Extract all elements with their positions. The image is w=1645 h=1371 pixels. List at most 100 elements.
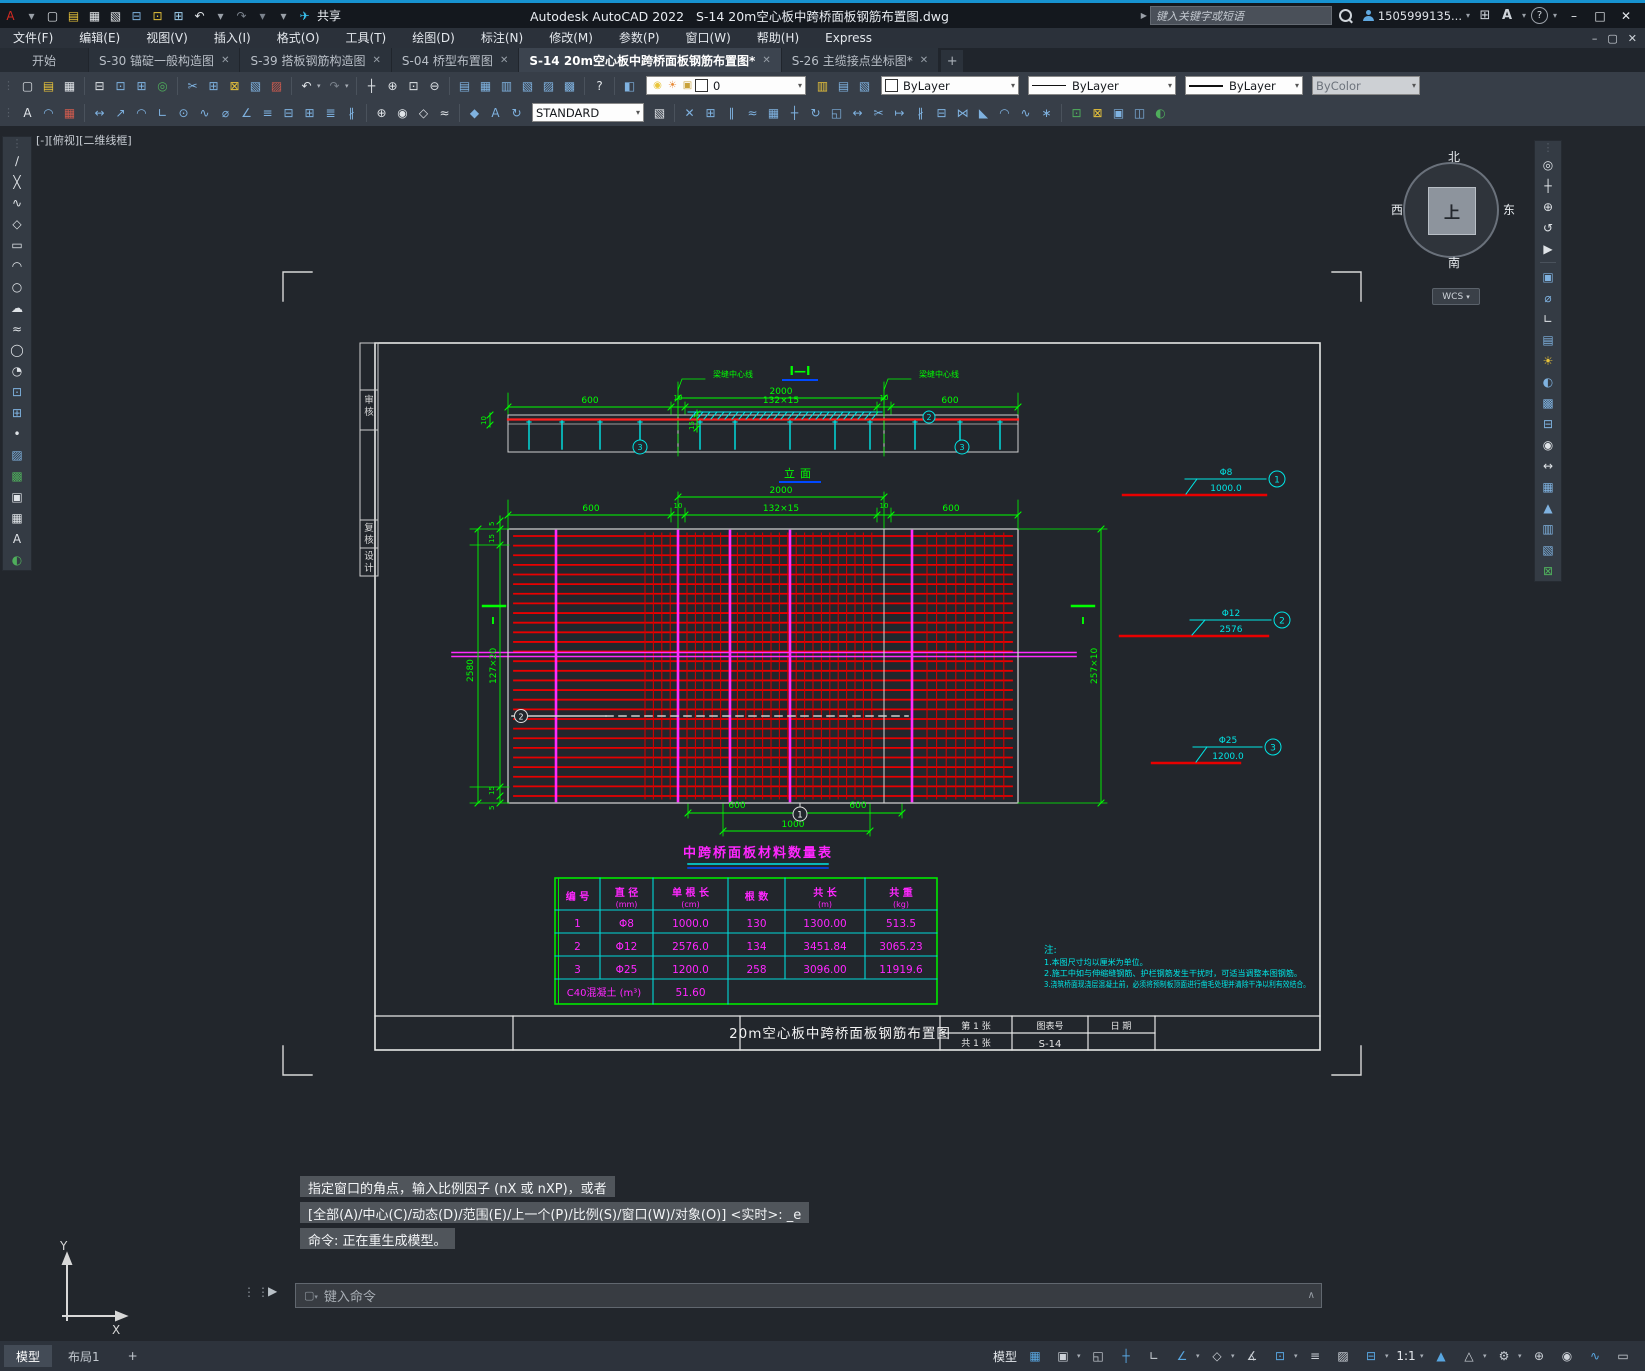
share-plane-icon[interactable]: ✈ xyxy=(299,8,310,23)
transparency-icon[interactable]: ▨ xyxy=(1337,1349,1349,1363)
create-block-icon[interactable]: ⊞ xyxy=(11,405,23,420)
markup-icon[interactable]: ▨ xyxy=(542,78,555,93)
share-label[interactable]: 共享 xyxy=(317,9,342,23)
annotation-monitor-icon[interactable]: ⊕ xyxy=(1533,1349,1545,1363)
annotation-visibility-icon[interactable]: ▲ xyxy=(1436,1349,1446,1363)
dim-style-caret-icon[interactable]: ▾ xyxy=(635,108,640,117)
pan-icon[interactable]: ┼ xyxy=(1544,178,1552,193)
command-customize-icon[interactable]: ▶ xyxy=(268,1284,278,1298)
break-point-icon[interactable]: ∦ xyxy=(917,105,924,120)
measure-icon[interactable]: ⌀ xyxy=(1544,290,1552,305)
move-icon[interactable]: ┼ xyxy=(790,105,799,120)
arc-icon[interactable]: ◠ xyxy=(11,258,23,273)
clean-screen-icon[interactable]: ▭ xyxy=(1617,1349,1629,1363)
autoscale-icon[interactable]: △ xyxy=(1464,1349,1474,1363)
polar-tracking-icon[interactable]: ∠ xyxy=(1176,1349,1188,1363)
plot-icon[interactable]: ⊟ xyxy=(94,78,105,93)
dim-diameter-icon[interactable]: ⌀ xyxy=(221,105,230,120)
menu-1[interactable]: 文件(F) xyxy=(13,31,54,45)
lineweight-icon[interactable]: ≡ xyxy=(1309,1349,1321,1363)
properties-icon[interactable]: ▤ xyxy=(458,78,471,93)
dim-style-combo[interactable]: STANDARD ▾ xyxy=(532,103,644,122)
isolate-objects-icon[interactable]: ◉ xyxy=(1561,1349,1573,1363)
pan-icon[interactable]: ┼ xyxy=(367,78,376,93)
wcs-selector[interactable]: WCS ▾ xyxy=(1432,288,1480,305)
save-icon[interactable]: ▦ xyxy=(63,78,76,93)
camera-icon[interactable]: ◉ xyxy=(1542,437,1554,452)
dim-style-icon[interactable]: ◠ xyxy=(43,105,54,120)
scale-icon[interactable]: ◱ xyxy=(830,105,843,120)
viewport-controls[interactable]: [-][俯视][二维线框] xyxy=(36,134,132,147)
doc-tab[interactable]: S-26 主缆接点坐标图* ✕ xyxy=(781,48,939,72)
text-style-icon[interactable]: A xyxy=(23,105,32,120)
layer-isolate-icon[interactable]: ▧ xyxy=(858,78,871,93)
ungroup-icon[interactable]: ⊠ xyxy=(1092,105,1103,120)
menu-8[interactable]: 标注(N) xyxy=(480,31,524,45)
menu-4[interactable]: 插入(I) xyxy=(213,31,251,45)
multiline-text-icon[interactable]: A xyxy=(12,531,22,546)
lineweight-control-combo[interactable]: ByLayer ▾ xyxy=(1185,76,1303,95)
viewcube-west[interactable]: 西 xyxy=(1391,203,1404,217)
maximize-button[interactable]: □ xyxy=(1594,8,1606,23)
layer-walk-icon[interactable]: ▥ xyxy=(1542,521,1554,536)
stretch-icon[interactable]: ↔ xyxy=(852,105,863,120)
viewcube-east[interactable]: 东 xyxy=(1503,203,1516,217)
selection-icon[interactable]: ◫ xyxy=(1133,105,1146,120)
expand-search-icon[interactable]: ▶ xyxy=(1140,11,1147,20)
selection-cycling-icon-caret[interactable]: ▾ xyxy=(1385,1352,1389,1360)
ortho-icon[interactable]: ∟ xyxy=(1148,1349,1160,1363)
new-tab-button[interactable]: + xyxy=(941,50,964,72)
command-grip-icon[interactable]: ⋮⋮ xyxy=(243,1285,271,1299)
section-plane-icon[interactable]: ⊟ xyxy=(1542,416,1554,431)
viewcube[interactable]: 北 西 东 南 上 xyxy=(1391,148,1516,273)
quick-dim-icon[interactable]: ≡ xyxy=(262,105,273,120)
tab-close-icon[interactable]: ✕ xyxy=(499,54,509,66)
dim-ordinate-icon[interactable]: ∟ xyxy=(157,105,168,120)
break-icon[interactable]: ⊟ xyxy=(936,105,947,120)
inspection-icon[interactable]: ◇ xyxy=(418,105,429,120)
fillet-icon[interactable]: ◠ xyxy=(999,105,1010,120)
publish-icon[interactable]: ⊞ xyxy=(136,78,147,93)
annotation-scale-button-caret[interactable]: ▾ xyxy=(1420,1352,1424,1360)
blend-icon[interactable]: ∿ xyxy=(1020,105,1031,120)
point-cloud-icon[interactable]: ◐ xyxy=(11,552,23,567)
logo-caret-icon[interactable]: ▾ xyxy=(28,8,35,23)
preview-icon[interactable]: ⊡ xyxy=(115,78,126,93)
selection-cycling-icon[interactable]: ⊟ xyxy=(1365,1349,1377,1363)
dim-linear-icon[interactable]: ↔ xyxy=(94,105,105,120)
sync-icon[interactable]: ⊡ xyxy=(152,8,163,23)
layer-freeze-icon[interactable]: ☀ xyxy=(668,80,677,91)
close-button[interactable]: ✕ xyxy=(1620,8,1632,23)
zoom-previous-icon[interactable]: ⊖ xyxy=(429,78,440,93)
menu-7[interactable]: 绘图(D) xyxy=(412,31,455,45)
help-icon[interactable]: ? xyxy=(1531,7,1548,24)
undo-icon[interactable]: ↶ xyxy=(194,8,205,23)
doc-restore-button[interactable]: ▢ xyxy=(1607,31,1618,45)
app-logo-icon[interactable]: A xyxy=(6,8,15,23)
dim-text-edit-icon[interactable]: A xyxy=(491,105,500,120)
isodraft-icon[interactable]: ◇ xyxy=(1212,1349,1222,1363)
workspace-icon[interactable]: ⚙ xyxy=(1498,1349,1510,1363)
ellipse-arc-icon[interactable]: ◔ xyxy=(11,363,23,378)
grid-icon[interactable]: ▦ xyxy=(1029,1349,1041,1363)
plot-icon[interactable]: ⊟ xyxy=(131,8,142,23)
offset-icon[interactable]: ≈ xyxy=(747,105,758,120)
viewcube-top-face[interactable]: 上 xyxy=(1428,187,1476,235)
toolbar-grip[interactable]: ⋮ xyxy=(11,137,23,150)
layer-on-icon[interactable]: ◉ xyxy=(653,80,662,91)
dynamic-input-icon[interactable]: ┼ xyxy=(1122,1349,1130,1363)
orbit-icon[interactable]: ↺ xyxy=(1542,220,1554,235)
layer-lock-icon[interactable]: ▣ xyxy=(682,80,693,91)
chamfer-icon[interactable]: ◣ xyxy=(978,105,989,120)
insert-block-icon[interactable]: ⊡ xyxy=(11,384,23,399)
doc-tab[interactable]: S-14 20m空心板中跨桥面板钢筋布置图* ✕ xyxy=(519,48,781,72)
ucs-icon[interactable]: ∟ xyxy=(1542,311,1554,326)
erase-icon[interactable]: ✕ xyxy=(684,105,695,120)
account-caret-icon[interactable]: ▾ xyxy=(1465,11,1470,20)
account-name[interactable]: 1505999135... xyxy=(1377,8,1462,23)
menu-11[interactable]: 窗口(W) xyxy=(685,31,731,45)
linetype-combo-caret-icon[interactable]: ▾ xyxy=(1167,81,1172,90)
lineweight-combo-caret-icon[interactable]: ▾ xyxy=(1294,81,1299,90)
redo-icon[interactable]: ↷ xyxy=(236,8,247,23)
jog-line-icon[interactable]: ≈ xyxy=(439,105,450,120)
